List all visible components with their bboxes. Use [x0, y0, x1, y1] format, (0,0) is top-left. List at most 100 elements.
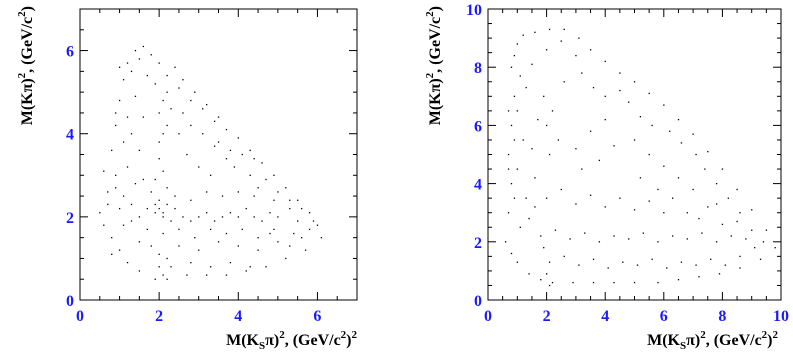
data-point	[182, 79, 184, 81]
x-tick-label: 0	[76, 308, 84, 325]
data-point	[118, 66, 121, 68]
data-point	[154, 203, 156, 206]
data-point	[513, 95, 516, 97]
data-point	[166, 74, 168, 77]
data-point	[563, 28, 565, 31]
x-tick-label: 10	[773, 308, 789, 325]
data-point	[563, 81, 565, 83]
x-tick-label: 2	[543, 308, 551, 325]
data-point	[751, 209, 753, 211]
data-point	[516, 110, 518, 112]
data-point	[166, 187, 168, 189]
data-point	[560, 188, 562, 191]
data-point	[636, 264, 639, 266]
data-point	[548, 153, 551, 156]
data-point	[554, 229, 557, 231]
data-point	[265, 178, 267, 181]
data-point	[569, 238, 571, 240]
data-point	[301, 207, 303, 210]
data-point	[233, 166, 236, 168]
data-point	[546, 273, 548, 275]
data-point	[277, 191, 279, 193]
data-point	[166, 203, 168, 206]
data-point	[628, 238, 630, 240]
y-tick-label: 6	[66, 44, 74, 61]
data-point	[118, 207, 121, 210]
data-point	[166, 257, 168, 260]
data-point	[229, 212, 232, 214]
data-point	[543, 247, 545, 249]
data-point	[613, 235, 615, 237]
data-point	[557, 139, 560, 141]
data-point	[253, 195, 255, 197]
data-point	[592, 258, 595, 260]
data-point	[111, 253, 113, 255]
data-point	[604, 206, 606, 208]
data-point	[217, 241, 220, 243]
data-point	[686, 212, 688, 214]
data-point	[677, 118, 680, 121]
data-point	[607, 267, 609, 269]
data-point	[174, 66, 176, 68]
data-point	[320, 237, 323, 239]
data-point	[162, 212, 164, 214]
data-point	[308, 212, 311, 214]
data-point	[111, 237, 113, 239]
data-point	[150, 54, 152, 56]
data-point	[534, 177, 536, 179]
data-point	[642, 232, 644, 234]
data-point	[190, 99, 192, 102]
data-point	[581, 72, 583, 74]
y-tick-label: 10	[466, 2, 482, 19]
data-point	[111, 149, 113, 152]
data-point	[598, 241, 601, 243]
data-point	[692, 188, 694, 191]
data-point	[704, 168, 706, 170]
left-plot-tick-labels: 0 2 4 6 0 2 4 6	[66, 44, 321, 325]
data-point	[182, 112, 184, 114]
data-point	[715, 183, 718, 185]
data-point	[289, 245, 291, 247]
data-point	[273, 199, 275, 201]
data-point	[651, 124, 653, 127]
data-point	[241, 153, 243, 156]
data-point	[598, 159, 601, 162]
data-point	[253, 216, 255, 218]
data-point	[158, 158, 160, 160]
data-point	[225, 158, 228, 160]
data-point	[158, 199, 160, 201]
data-point	[677, 279, 680, 281]
data-point	[540, 279, 542, 281]
right-plot-tick-labels: 0 2 4 6 8 10 0 2 4 6 8 10	[466, 2, 789, 325]
data-point	[695, 264, 697, 266]
data-point	[639, 177, 642, 179]
data-point	[686, 238, 688, 240]
data-point	[170, 108, 172, 110]
data-point	[162, 274, 164, 276]
data-point	[150, 191, 152, 193]
data-point	[507, 212, 510, 214]
data-point	[537, 118, 539, 121]
data-point	[206, 212, 208, 214]
data-point	[194, 237, 196, 239]
data-point	[730, 235, 732, 237]
data-point	[273, 228, 275, 231]
data-point	[680, 142, 683, 144]
y-tick-label: 2	[66, 210, 74, 227]
data-point	[510, 66, 513, 68]
data-point	[126, 116, 129, 118]
data-point	[154, 212, 156, 214]
data-point	[671, 235, 674, 237]
right-plot-ticks	[487, 8, 782, 301]
data-point	[297, 199, 299, 201]
data-point	[202, 108, 204, 110]
data-point	[190, 199, 192, 201]
data-point	[774, 247, 776, 249]
data-point	[669, 130, 671, 132]
data-point	[269, 232, 271, 235]
data-point	[575, 54, 577, 57]
data-point	[126, 166, 129, 168]
data-point	[225, 274, 228, 276]
data-point	[103, 170, 105, 172]
